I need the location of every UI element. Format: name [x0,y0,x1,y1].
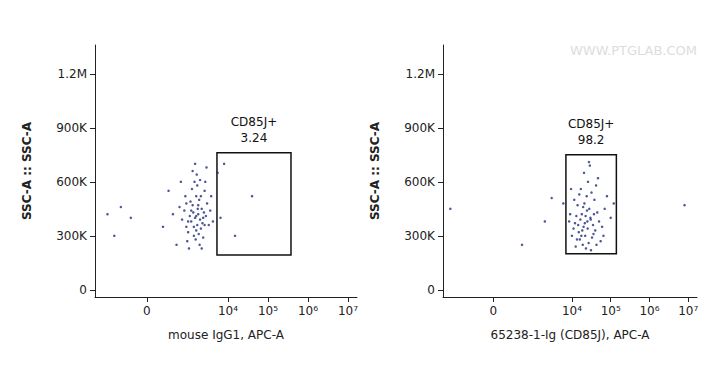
svg-text:10⁷: 10⁷ [678,304,698,318]
svg-text:3.24: 3.24 [241,131,268,145]
svg-text:900K: 900K [56,121,88,135]
svg-text:1.2M: 1.2M [58,67,87,81]
svg-text:10⁶: 10⁶ [639,304,659,318]
svg-text:10⁴: 10⁴ [562,304,582,318]
svg-text:1.2M: 1.2M [406,67,435,81]
svg-text:900K: 900K [404,121,436,135]
svg-text:0: 0 [79,283,87,297]
svg-text:600K: 600K [56,175,88,189]
svg-text:10⁵: 10⁵ [258,304,278,318]
svg-text:CD85J+: CD85J+ [568,117,614,131]
svg-text:SSC-A :: SSC-A: SSC-A :: SSC-A [20,121,34,220]
svg-text:mouse IgG1, APC-A: mouse IgG1, APC-A [168,328,285,342]
svg-text:10⁶: 10⁶ [298,304,318,318]
svg-text:WWW.PTGLAB.COM: WWW.PTGLAB.COM [570,43,697,58]
svg-text:0: 0 [427,283,435,297]
svg-text:CD85J+: CD85J+ [231,115,277,129]
svg-text:300K: 300K [56,229,88,243]
svg-text:10⁴: 10⁴ [218,304,238,318]
svg-text:10⁷: 10⁷ [338,304,358,318]
svg-text:300K: 300K [404,229,436,243]
svg-text:10⁵: 10⁵ [601,304,621,318]
svg-text:SSC-A :: SSC-A: SSC-A :: SSC-A [368,121,382,220]
svg-text:0: 0 [489,304,497,318]
svg-text:98.2: 98.2 [578,133,605,147]
svg-text:0: 0 [143,304,151,318]
svg-text:65238-1-Ig (CD85J), APC-A: 65238-1-Ig (CD85J), APC-A [491,328,651,342]
svg-text:600K: 600K [404,175,436,189]
